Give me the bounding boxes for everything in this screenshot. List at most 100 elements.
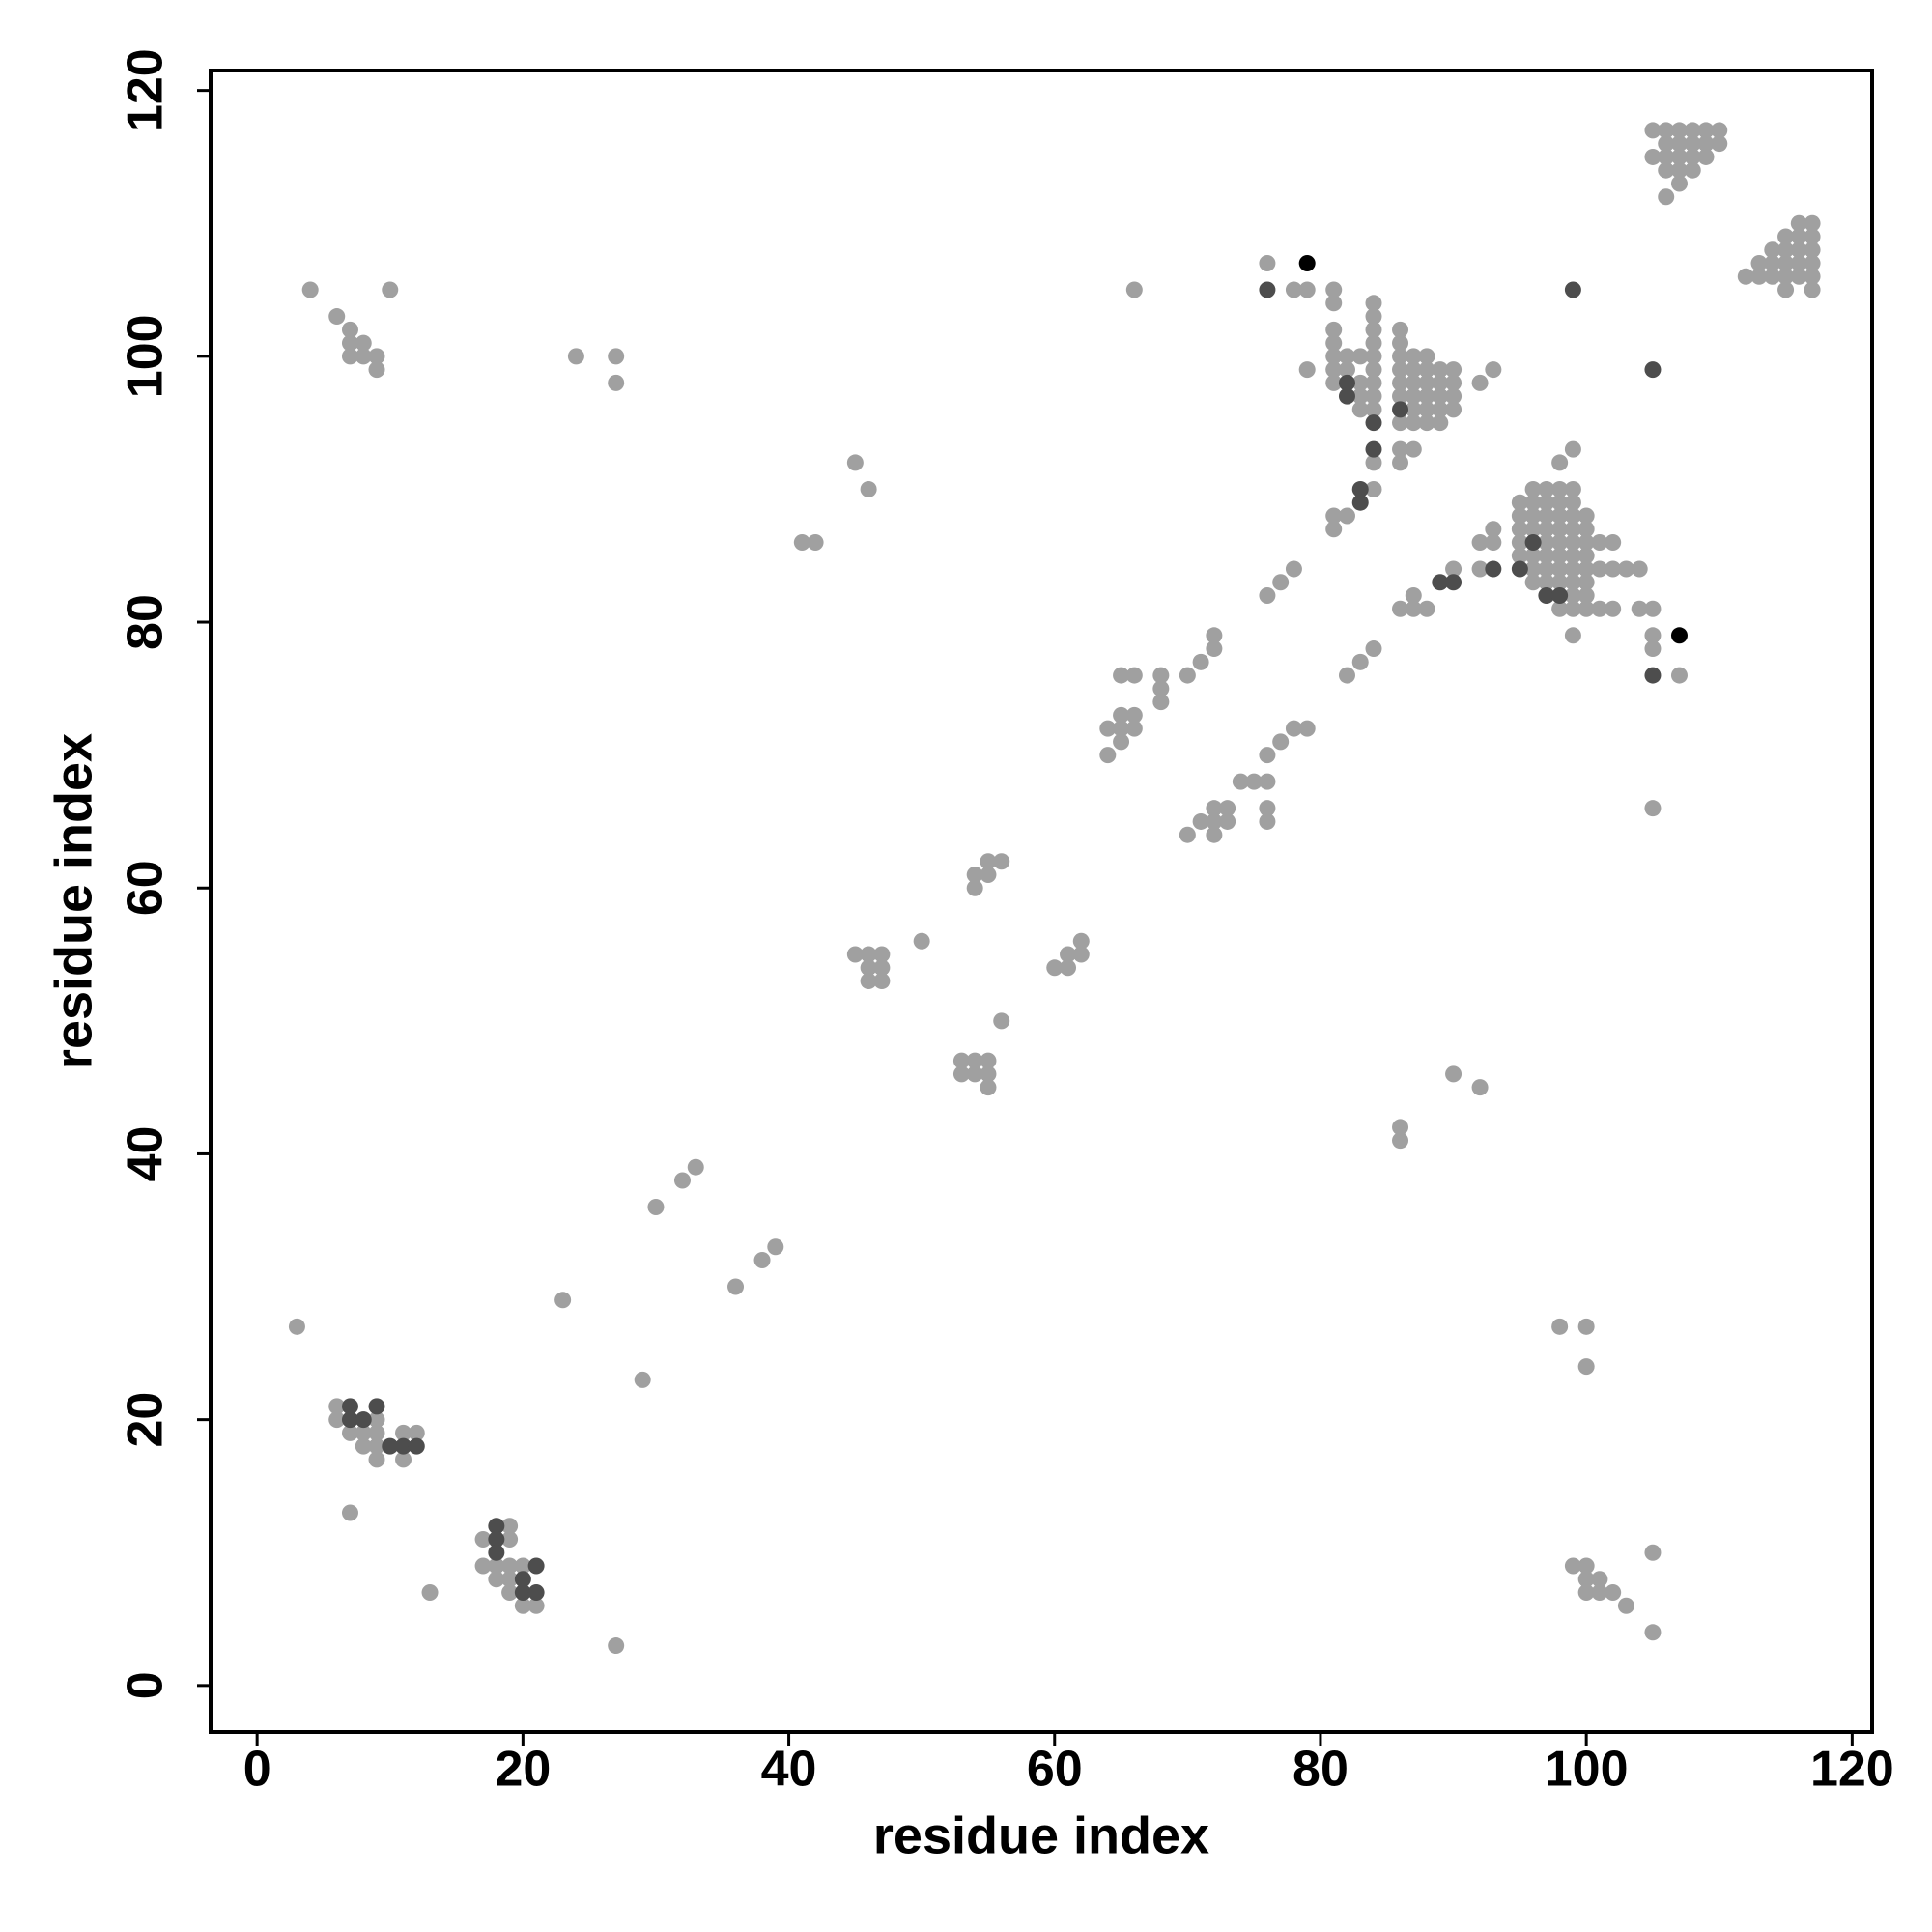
point: [1524, 547, 1542, 564]
point: [1365, 387, 1382, 405]
point: [1365, 295, 1382, 312]
point: [368, 1451, 385, 1468]
point: [1538, 574, 1555, 591]
point: [1605, 600, 1622, 617]
point: [1298, 255, 1316, 272]
point: [1804, 214, 1821, 232]
point: [501, 1584, 519, 1602]
point: [1670, 161, 1688, 179]
point: [1365, 374, 1382, 391]
point: [1485, 533, 1502, 551]
point: [1298, 361, 1316, 379]
point: [1432, 401, 1449, 418]
point: [1285, 281, 1302, 298]
point: [1471, 1079, 1489, 1096]
point: [1418, 387, 1435, 405]
point: [554, 1292, 572, 1309]
point: [1485, 521, 1502, 538]
point: [1392, 321, 1409, 338]
point: [793, 533, 810, 551]
point: [1405, 361, 1422, 379]
point: [1577, 1571, 1595, 1588]
point: [1697, 148, 1715, 165]
point: [860, 959, 877, 977]
point: [1644, 800, 1662, 817]
point: [1392, 414, 1409, 432]
point: [1644, 667, 1662, 684]
point: [1392, 454, 1409, 471]
point: [1538, 521, 1555, 538]
point: [1511, 560, 1528, 578]
point: [1351, 387, 1369, 405]
point: [1591, 560, 1608, 578]
point: [1405, 387, 1422, 405]
x-tick-label: 120: [1810, 1742, 1894, 1798]
point: [807, 533, 824, 551]
point: [1551, 600, 1569, 617]
point: [1179, 826, 1196, 843]
point: [1179, 667, 1196, 684]
point: [1591, 533, 1608, 551]
point: [1577, 600, 1595, 617]
point: [1485, 361, 1502, 379]
point: [1551, 1318, 1569, 1335]
point: [1445, 387, 1463, 405]
point: [1591, 1571, 1608, 1588]
point: [1351, 653, 1369, 670]
point: [1405, 440, 1422, 458]
point: [1605, 533, 1622, 551]
point: [1325, 334, 1343, 352]
point: [1206, 812, 1223, 830]
point: [1418, 374, 1435, 391]
point: [1365, 454, 1382, 471]
point: [1538, 494, 1555, 511]
point: [753, 1252, 771, 1269]
point: [1538, 547, 1555, 564]
point: [1285, 560, 1302, 578]
point: [1631, 600, 1648, 617]
point: [1113, 706, 1130, 724]
point: [1777, 255, 1795, 272]
point: [1591, 1584, 1608, 1602]
point: [647, 1198, 665, 1215]
point: [1418, 414, 1435, 432]
point: [1605, 560, 1622, 578]
point: [1511, 507, 1528, 525]
point: [1272, 733, 1290, 751]
point: [980, 866, 997, 883]
point: [1511, 521, 1528, 538]
point: [1325, 348, 1343, 365]
point: [1365, 401, 1382, 418]
point: [608, 374, 625, 391]
point: [980, 1065, 997, 1083]
point: [1577, 547, 1595, 564]
x-tick-label: 60: [1027, 1742, 1083, 1798]
point: [1365, 348, 1382, 365]
point: [860, 973, 877, 990]
point: [1471, 374, 1489, 391]
point: [1605, 1584, 1622, 1602]
point: [980, 853, 997, 870]
point: [1577, 587, 1595, 605]
point: [1617, 1597, 1634, 1614]
y-tick-label: 60: [118, 860, 174, 916]
point: [1524, 574, 1542, 591]
point: [1392, 361, 1409, 379]
point: [1538, 507, 1555, 525]
point: [1551, 507, 1569, 525]
point: [395, 1424, 412, 1441]
point: [1644, 122, 1662, 139]
point: [1432, 374, 1449, 391]
point: [1684, 148, 1701, 165]
point: [1072, 932, 1090, 950]
point: [527, 1597, 545, 1614]
point: [1524, 533, 1542, 551]
point: [1564, 587, 1581, 605]
point: [966, 879, 983, 896]
point: [1524, 507, 1542, 525]
point: [1777, 281, 1795, 298]
point: [873, 959, 891, 977]
point: [1577, 560, 1595, 578]
